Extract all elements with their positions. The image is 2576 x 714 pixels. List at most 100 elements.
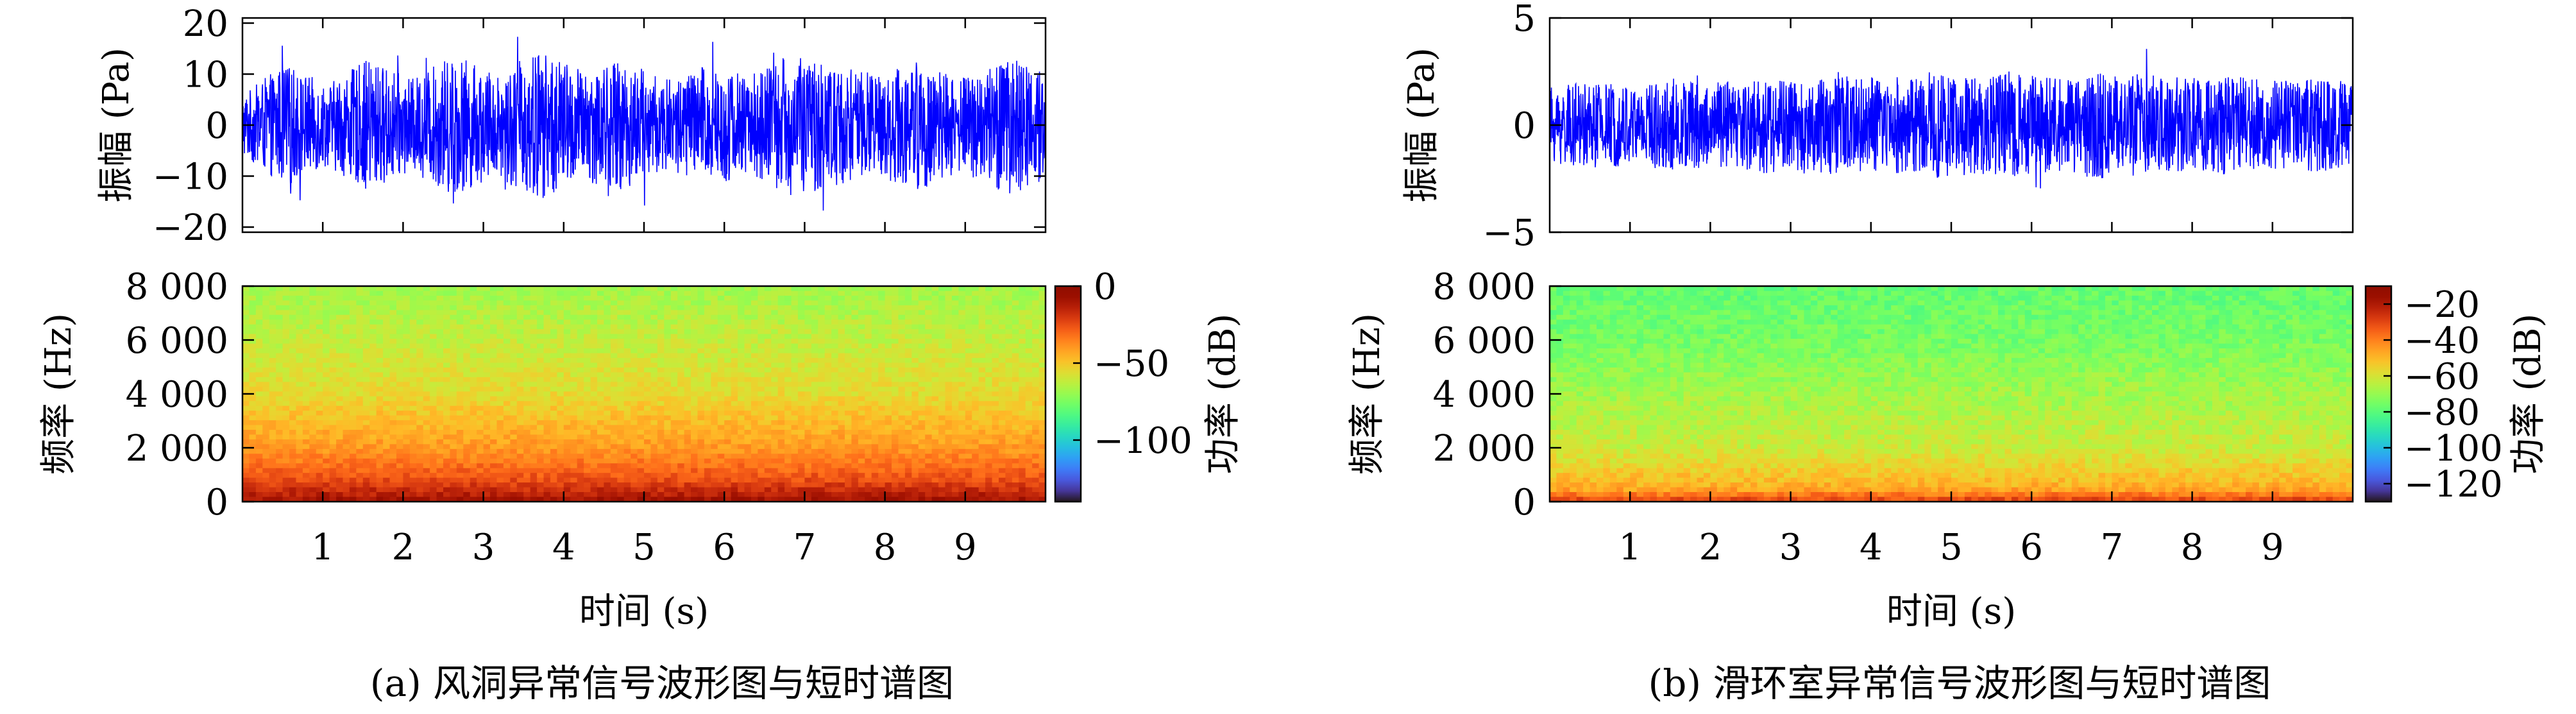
spectrogram-cell: [255, 401, 263, 407]
spectrogram-cell: [717, 372, 725, 378]
spectrogram-cell: [972, 448, 979, 454]
spectrogram-cell: [797, 300, 805, 306]
spectrogram-cell: [496, 291, 504, 296]
spectrogram-cell: [450, 444, 457, 450]
spectrogram-cell: [557, 420, 564, 426]
spectrogram-cell: [777, 430, 785, 436]
spectrogram-cell: [376, 430, 384, 436]
spectrogram-cell: [951, 405, 959, 411]
spectrogram-cell: [637, 463, 645, 469]
spectrogram-cell: [1025, 377, 1033, 382]
spectrogram-cell: [818, 314, 826, 320]
spectrogram-cell: [650, 358, 658, 364]
spectrogram-cell: [276, 401, 284, 407]
spectrogram-cell: [362, 377, 370, 382]
spectrogram-cell: [637, 367, 645, 373]
spectrogram-cell: [717, 391, 725, 397]
spectrogram-cell: [496, 425, 504, 430]
spectrogram-cell: [349, 300, 357, 306]
spectrogram-cell: [797, 401, 805, 407]
spectrogram-cell: [450, 353, 457, 359]
spectrogram-cell: [249, 434, 257, 440]
spectrogram-cell: [945, 405, 953, 411]
spectrogram-cell: [376, 473, 384, 479]
spectrogram-cell: [403, 411, 411, 416]
spectrogram-cell: [369, 358, 377, 364]
spectrogram-cell: [804, 377, 812, 382]
spectrogram-cell: [570, 314, 578, 320]
spectrogram-cell: [845, 415, 852, 421]
spectrogram-cell: [610, 305, 618, 310]
spectrogram-cell: [892, 286, 899, 292]
spectrogram-cell: [430, 434, 437, 440]
spectrogram-cell: [436, 310, 444, 316]
spectrogram-cell: [510, 319, 518, 325]
spectrogram-cell: [516, 405, 524, 411]
spectrogram-cell: [416, 291, 424, 296]
spectrogram-cell: [904, 386, 912, 392]
spectrogram-cell: [416, 430, 424, 436]
spectrogram-cell: [892, 473, 899, 479]
spectrogram-cell: [430, 343, 437, 349]
spectrogram-cell: [1019, 430, 1026, 436]
spectrogram-cell: [845, 372, 852, 378]
spectrogram-cell: [537, 358, 545, 364]
spectrogram-cell: [851, 473, 859, 479]
spectrogram-cell: [945, 396, 953, 402]
spectrogram-cell: [1038, 391, 1046, 397]
spectrogram-cell: [416, 468, 424, 473]
spectrogram-cell: [650, 420, 658, 426]
spectrogram-cell: [496, 405, 504, 411]
spectrogram-cell: [376, 382, 384, 387]
spectrogram-cell: [276, 324, 284, 330]
spectrogram-cell: [644, 439, 652, 445]
spectrogram-cell: [704, 358, 711, 364]
spectrogram-cell: [590, 348, 598, 354]
spectrogram-cell: [323, 477, 330, 483]
spectrogram-cell: [496, 439, 504, 445]
spectrogram-cell: [664, 362, 672, 368]
spectrogram-cell: [483, 348, 491, 354]
spectrogram-cell: [985, 300, 993, 306]
spectrogram-cell: [369, 305, 377, 310]
spectrogram-cell: [911, 401, 919, 407]
spectrogram-cell: [269, 448, 276, 454]
spectrogram-cell: [289, 396, 297, 402]
spectrogram-cell: [898, 339, 906, 344]
spectrogram-cell: [557, 372, 564, 378]
spectrogram-cell: [362, 286, 370, 292]
spectrogram-cell: [523, 458, 531, 464]
spectrogram-cell: [463, 401, 471, 407]
spectrogram-cell: [563, 430, 571, 436]
spectrogram-cell: [637, 348, 645, 354]
spectrogram-cell: [577, 377, 584, 382]
spectrogram-cell: [610, 448, 618, 454]
spectrogram-cell: [396, 468, 403, 473]
spectrogram-cell: [490, 420, 498, 426]
spectrogram-cell: [362, 310, 370, 316]
spectrogram-cell: [343, 396, 350, 402]
spectrogram-cell: [958, 295, 966, 301]
spectrogram-cell: [577, 458, 584, 464]
spectrogram-cell: [516, 305, 524, 310]
spectrogram-cell: [865, 324, 872, 330]
spectrogram-cell: [764, 439, 772, 445]
spectrogram-cell: [831, 286, 839, 292]
spectrogram-cell: [657, 310, 665, 316]
spectrogram-cell: [1005, 473, 1013, 479]
spectrogram-cell: [691, 434, 699, 440]
spectrogram-cell: [985, 334, 993, 339]
spectrogram-cell: [951, 473, 959, 479]
spectrogram-cell: [717, 396, 725, 402]
spectrogram-cell: [684, 396, 691, 402]
spectrogram-cell: [845, 319, 852, 325]
spectrogram-cell: [296, 439, 303, 445]
spectrogram-cell: [423, 339, 430, 344]
spectrogram-cell: [931, 401, 939, 407]
spectrogram-cell: [1005, 310, 1013, 316]
spectrogram-cell: [945, 334, 953, 339]
spectrogram-cell: [537, 386, 545, 392]
spectrogram-cell: [329, 468, 337, 473]
spectrogram-cell: [409, 343, 417, 349]
spectrogram-cell: [664, 391, 672, 397]
